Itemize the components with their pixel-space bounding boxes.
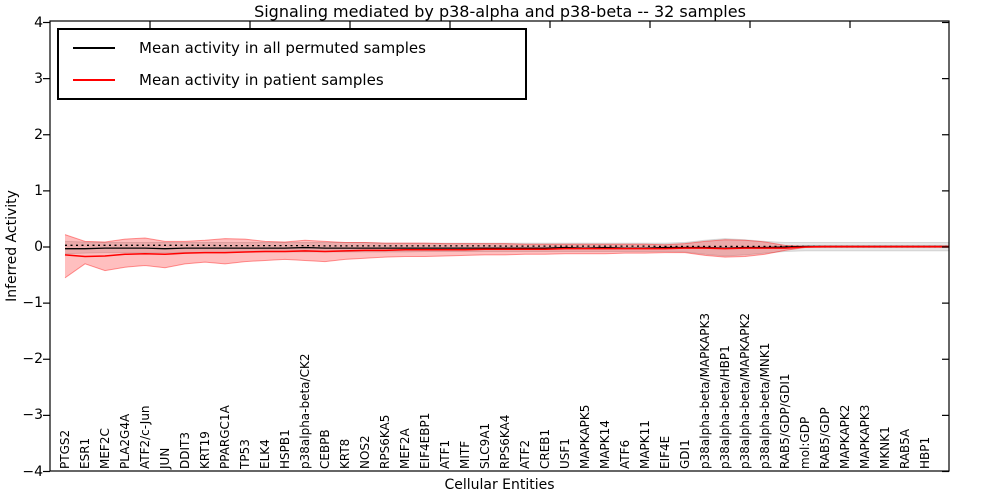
x-category-label: MITF (458, 440, 472, 469)
x-category-label: MAPKAPK3 (858, 404, 872, 469)
x-category-label: RAB5/GDP (818, 407, 832, 469)
x-category-label: GDI1 (678, 439, 692, 469)
y-tick-label: 3 (34, 70, 43, 87)
x-category-label: RAB5A (898, 428, 912, 469)
x-category-label: p38alpha-beta/MNK1 (758, 342, 772, 469)
x-category-label: p38alpha-beta/MAPKAPK3 (698, 313, 712, 469)
x-category-label: CREB1 (538, 428, 552, 469)
x-category-label: TP53 (238, 439, 252, 469)
y-tick-label: 4 (34, 14, 43, 31)
x-category-label: ATF1 (438, 439, 452, 469)
x-category-label: EIF4EBP1 (418, 412, 432, 469)
x-category-label: PPARGC1A (218, 405, 232, 469)
x-category-label: ATF2/c-Jun (138, 405, 152, 469)
x-category-label: MEF2C (98, 428, 112, 469)
y-tick-label: 2 (34, 126, 43, 143)
x-category-label: RPS6KA5 (378, 414, 392, 469)
x-category-label: MAPKAPK5 (578, 404, 592, 469)
plot-frame (49, 20, 950, 472)
x-category-label: RPS6KA4 (498, 414, 512, 469)
x-category-label: HSPB1 (278, 429, 292, 469)
x-category-label: HBP1 (918, 436, 932, 469)
x-category-label: PLA2G4A (118, 413, 132, 469)
x-category-label: MAPK11 (638, 420, 652, 469)
y-tick-label: −2 (22, 351, 43, 368)
y-tick-label: −4 (22, 463, 43, 480)
x-category-label: ELK4 (258, 439, 272, 469)
legend-label-permuted: Mean activity in all permuted samples (139, 39, 426, 57)
y-tick-label: −3 (22, 407, 43, 424)
x-axis-label: Cellular Entities (444, 477, 555, 493)
x-category-label: DDIT3 (178, 432, 192, 469)
x-category-label: EIF4E (658, 435, 672, 469)
x-category-label: ATF6 (618, 439, 632, 469)
y-tick-label: −1 (22, 295, 43, 312)
x-category-label: MKNK1 (878, 426, 892, 469)
x-category-label: USF1 (558, 438, 572, 469)
patient-samples-std-band-lower-edge (64, 247, 949, 279)
x-category-label: p38alpha-beta/MAPKAPK2 (738, 313, 752, 469)
x-category-label: KRT8 (338, 438, 352, 469)
permuted-samples-std-band-upper-edge (64, 238, 949, 244)
x-category-label: KRT19 (198, 431, 212, 469)
x-category-label: ATF2 (518, 439, 532, 469)
x-category-label: SLC9A1 (478, 422, 492, 469)
x-category-label: p38alpha-beta/HBP1 (718, 345, 732, 469)
x-category-label: ESR1 (78, 437, 92, 469)
x-category-label: p38alpha-beta/CK2 (298, 353, 312, 469)
y-tick-label: 1 (34, 182, 43, 199)
legend-label-patient: Mean activity in patient samples (139, 71, 384, 89)
chart-title: Signaling mediated by p38-alpha and p38-… (254, 2, 746, 21)
x-category-label: CEBPB (318, 429, 332, 469)
legend: Mean activity in all permuted samples Me… (57, 28, 527, 100)
x-category-label: RAB5/GDP/GDI1 (778, 373, 792, 469)
y-tick-label: 0 (34, 239, 43, 255)
x-category-label: NOS2 (358, 435, 372, 469)
legend-entry-permuted: Mean activity in all permuted samples (73, 39, 525, 57)
patient-mean-line (64, 245, 949, 258)
x-category-label: MEF2A (398, 428, 412, 469)
patient-line-swatch (73, 79, 115, 81)
x-category-label: JUN (158, 447, 172, 469)
x-category-label: MAPK14 (598, 420, 612, 469)
x-category-label: mol:GDP (798, 416, 812, 469)
x-category-label: PTGS2 (58, 429, 72, 469)
legend-entry-patient: Mean activity in patient samples (73, 71, 525, 89)
permuted-line-swatch (73, 47, 115, 49)
x-category-label: MAPKAPK2 (838, 404, 852, 469)
